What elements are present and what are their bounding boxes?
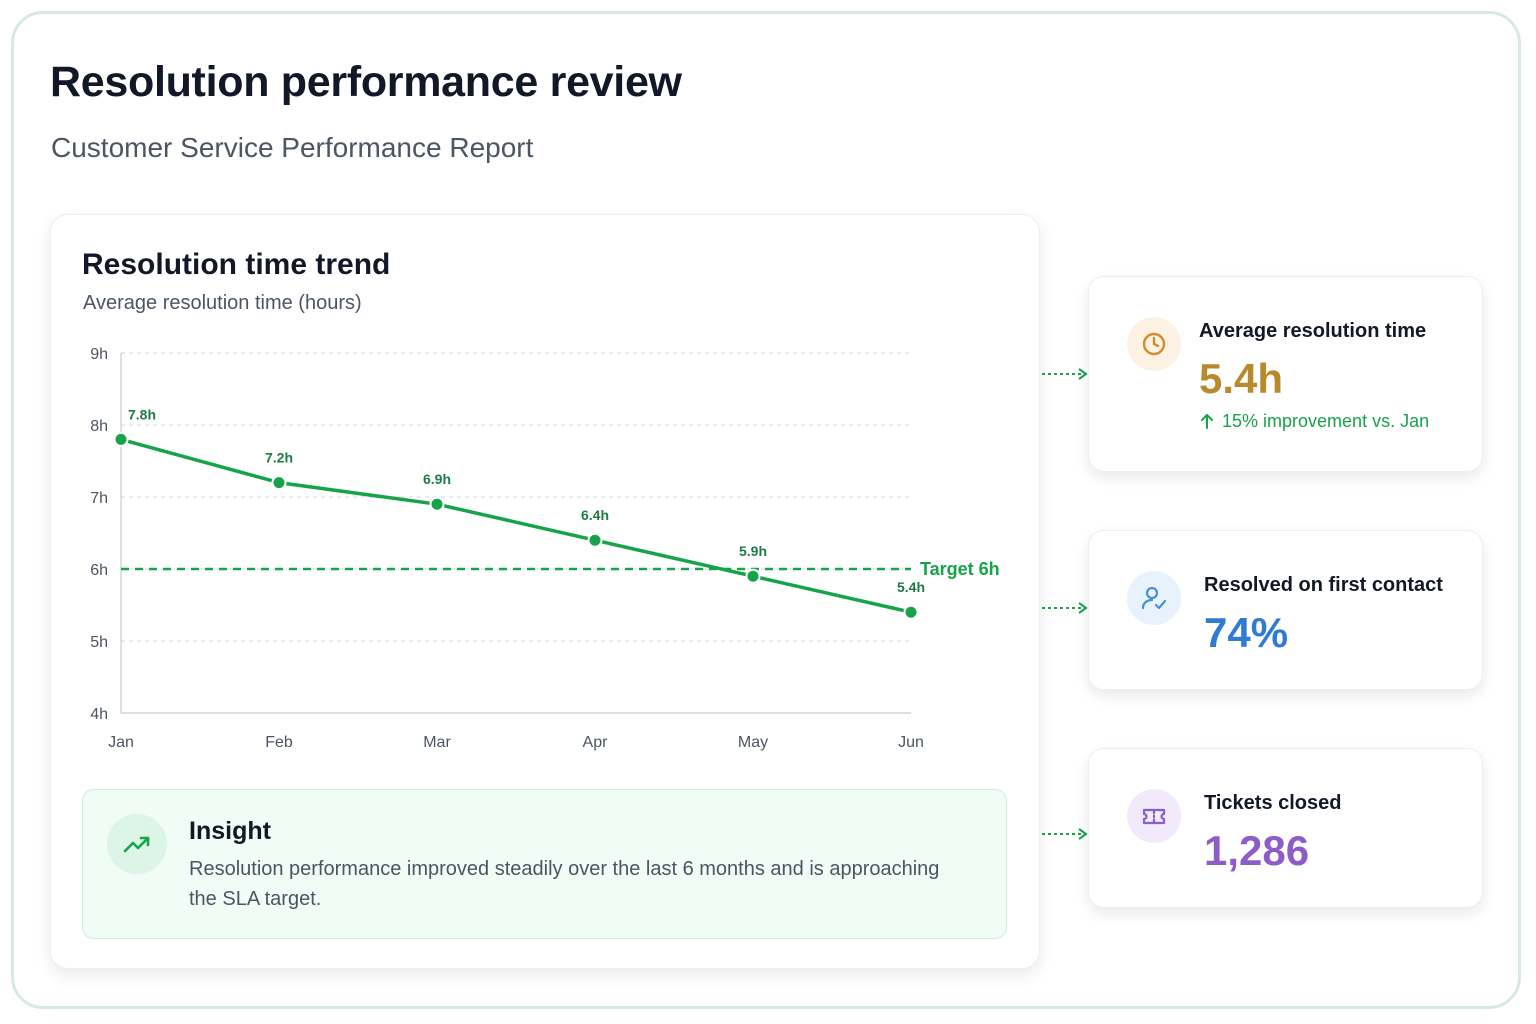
connector-arrow-2	[1042, 602, 1088, 614]
insight-text: Resolution performance improved steadily…	[189, 858, 940, 910]
kpi-card-avg-resolution: Average resolution time 5.4h 15% improve…	[1088, 276, 1483, 472]
page-subtitle: Customer Service Performance Report	[51, 132, 534, 163]
data-label: 6.4h	[581, 507, 609, 523]
data-point	[429, 496, 445, 512]
connector-arrow-1	[1042, 368, 1088, 380]
x-tick-label: Jun	[898, 734, 924, 751]
resolution-line-chart: 4h 5h 6h 7h 8h 9h Jan Feb Mar Apr May Jun Target 6h 7…	[90, 346, 1000, 751]
kpi-value: 5.4h	[1199, 355, 1284, 402]
kpi-label: Tickets closed	[1204, 792, 1342, 814]
kpi-card-first-contact: Resolved on first contact 74%	[1088, 530, 1483, 690]
x-tick-label: Mar	[423, 734, 451, 751]
y-tick-label: 4h	[90, 706, 108, 723]
x-tick-label: May	[738, 734, 768, 751]
user-check-icon	[1127, 571, 1181, 625]
x-tick-label: Feb	[265, 734, 293, 751]
y-tick-label: 6h	[90, 562, 108, 579]
chart-title: Resolution time trend	[82, 248, 391, 281]
data-point	[903, 604, 919, 620]
data-point	[113, 431, 129, 447]
arrow-up-icon	[1201, 414, 1213, 429]
y-tick-label: 7h	[90, 490, 108, 507]
chart-card: Resolution time trend Average resolution…	[50, 214, 1040, 969]
clock-icon	[1127, 317, 1181, 371]
target-label: Target 6h	[920, 559, 1000, 579]
y-tick-label: 8h	[90, 418, 108, 435]
x-tick-label: Apr	[583, 734, 609, 751]
data-label: 7.8h	[128, 406, 156, 422]
connector-arrow-3	[1042, 828, 1088, 840]
data-label: 6.9h	[423, 471, 451, 487]
data-label: 5.9h	[739, 543, 767, 559]
kpi-value: 74%	[1204, 609, 1289, 656]
x-tick-label: Jan	[108, 734, 134, 751]
chart-subtitle: Average resolution time (hours)	[83, 292, 362, 314]
data-point	[587, 532, 603, 548]
page-title: Resolution performance review	[50, 58, 682, 106]
data-label: 5.4h	[897, 579, 925, 595]
kpi-change: 15% improvement vs. Jan	[1222, 411, 1430, 431]
kpi-value: 1,286	[1204, 827, 1310, 874]
ticket-icon	[1127, 789, 1181, 843]
kpi-label: Resolved on first contact	[1204, 574, 1443, 596]
kpi-card-tickets-closed: Tickets closed 1,286	[1088, 748, 1483, 908]
insight-panel: Insight Resolution performance improved …	[82, 789, 1007, 939]
insight-title: Insight	[189, 817, 271, 845]
series-line	[119, 437, 913, 614]
trending-up-icon	[107, 814, 167, 874]
kpi-label: Average resolution time	[1199, 320, 1427, 342]
data-point	[271, 475, 287, 491]
y-tick-label: 5h	[90, 634, 108, 651]
data-label: 7.2h	[265, 450, 293, 466]
data-point	[745, 568, 761, 584]
y-tick-label: 9h	[90, 346, 108, 363]
